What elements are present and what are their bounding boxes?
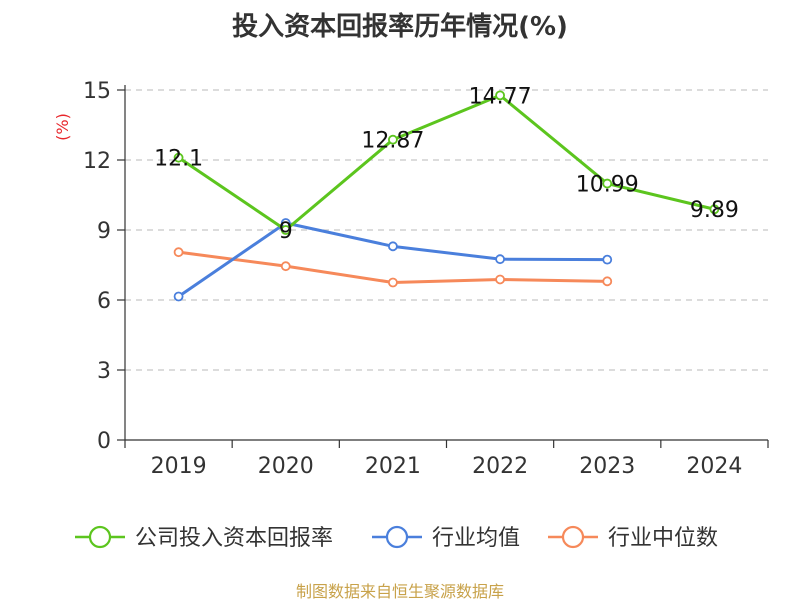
data-point <box>173 152 184 163</box>
legend-marker <box>88 525 112 549</box>
x-tick-label: 2019 <box>151 454 207 479</box>
axes <box>117 85 769 448</box>
data-point <box>280 261 291 272</box>
data-label: 10.99 <box>576 173 639 198</box>
y-tick-label: 15 <box>83 79 111 104</box>
legend-marker <box>385 525 409 549</box>
x-tick-label: 2021 <box>365 454 421 479</box>
data-label: 12.1 <box>154 147 203 172</box>
data-label: 9 <box>279 219 293 244</box>
legend: 公司投入资本回报率 行业均值 行业中位数 <box>75 525 718 551</box>
y-tick-label: 3 <box>97 359 111 384</box>
data-point <box>602 178 613 189</box>
data-point <box>495 274 505 285</box>
data-point <box>388 241 398 252</box>
data-point <box>388 134 398 145</box>
data-point <box>495 90 505 101</box>
data-label: 9.89 <box>690 198 739 223</box>
data-label: 14.77 <box>469 84 532 109</box>
x-tick-label: 2022 <box>472 454 528 479</box>
legend-label: 行业均值 <box>432 526 520 551</box>
x-tick-label: 2024 <box>686 454 742 479</box>
data-point <box>280 225 291 235</box>
y-axis-label: (%) <box>53 113 72 141</box>
data-point <box>173 247 184 258</box>
y-tick-label: 12 <box>83 149 111 174</box>
data-point <box>495 254 505 265</box>
y-tick-label: 0 <box>97 429 111 454</box>
data-point <box>602 276 613 287</box>
data-labels: 12.1 9 12.87 14.77 10.99 9.89 <box>154 84 739 244</box>
data-point <box>173 291 184 302</box>
legend-marker <box>561 525 585 549</box>
y-tick-label: 6 <box>97 289 111 314</box>
series-group <box>173 90 720 302</box>
x-tick-labels: 2019 2020 2021 2022 2023 2024 <box>151 454 743 479</box>
gridlines <box>125 89 768 371</box>
y-tick-label: 9 <box>97 219 111 244</box>
x-tick-label: 2023 <box>579 454 635 479</box>
series-line <box>177 93 715 232</box>
legend-label: 行业中位数 <box>608 526 718 551</box>
data-label: 12.87 <box>361 129 424 154</box>
data-point <box>602 254 613 265</box>
data-point <box>388 277 398 288</box>
chart-title: 投入资本回报率历年情况(%) <box>232 12 568 42</box>
x-tick-label: 2020 <box>258 454 314 479</box>
legend-label: 公司投入资本回报率 <box>135 526 333 551</box>
y-tick-labels: 0 3 6 9 12 15 <box>83 79 111 454</box>
data-point <box>709 204 720 215</box>
source-note: 制图数据来自恒生聚源数据库 <box>295 582 504 601</box>
